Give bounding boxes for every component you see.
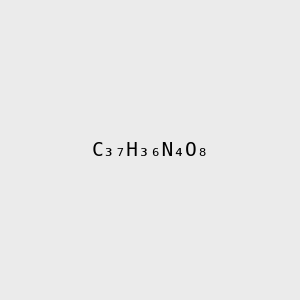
Text: C₃₇H₃₆N₄O₈: C₃₇H₃₆N₄O₈ [91, 140, 209, 160]
